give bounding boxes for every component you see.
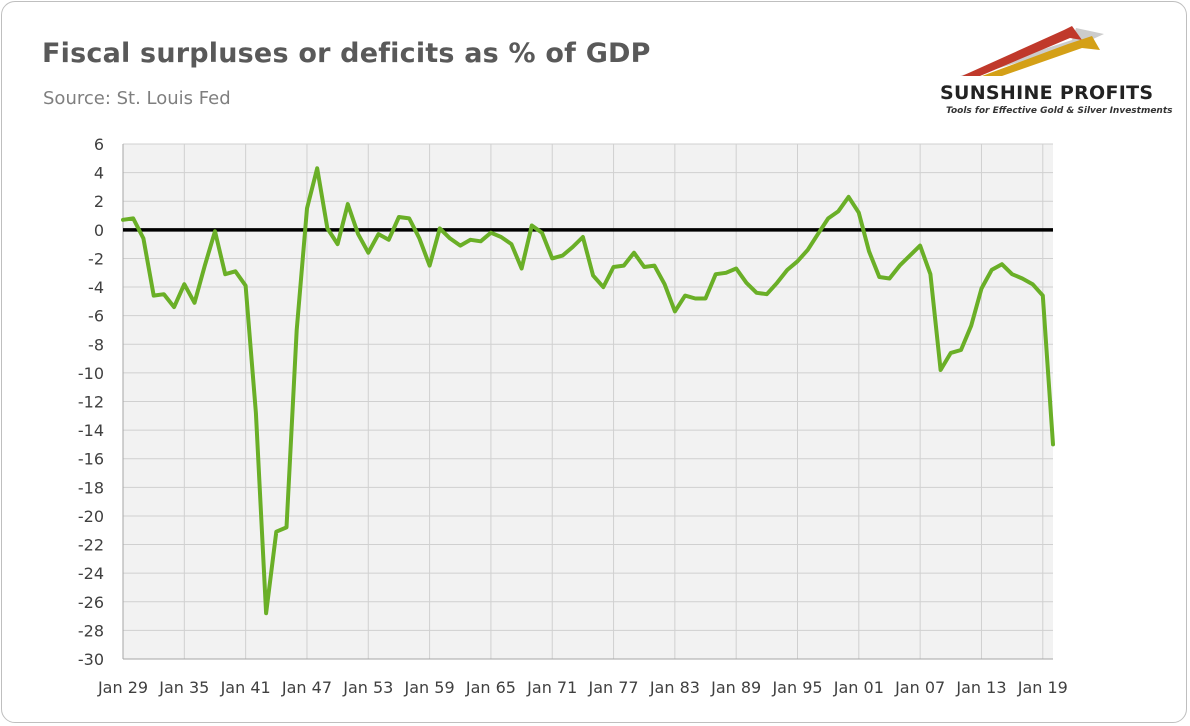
x-tick-label: Jan 13	[955, 678, 1006, 697]
y-tick-label: 0	[94, 221, 104, 240]
x-tick-label: Jan 53	[342, 678, 393, 697]
y-tick-label: 2	[94, 192, 104, 211]
x-tick-label: Jan 83	[649, 678, 700, 697]
x-tick-label: Jan 95	[771, 678, 822, 697]
y-tick-label: -20	[78, 507, 104, 526]
y-tick-label: -24	[78, 564, 104, 583]
x-tick-label: Jan 59	[404, 678, 455, 697]
y-tick-label: -4	[88, 278, 104, 297]
y-tick-label: -10	[78, 364, 104, 383]
x-tick-label: Jan 71	[526, 678, 577, 697]
y-tick-label: -28	[78, 621, 104, 640]
x-tick-label: Jan 19	[1017, 678, 1068, 697]
x-tick-label: Jan 89	[710, 678, 761, 697]
chart-subtitle: Source: St. Louis Fed	[43, 88, 231, 109]
chart-title: Fiscal surpluses or deficits as % of GDP	[42, 38, 651, 69]
y-tick-label: 6	[94, 135, 104, 154]
y-tick-label: 4	[94, 164, 104, 183]
logo-brand-name: SUNSHINE PROFITS	[940, 82, 1154, 104]
x-tick-label: Jan 77	[587, 678, 638, 697]
y-tick-label: -26	[78, 593, 104, 612]
series-line-deficit	[121, 166, 1055, 616]
y-tick-label: -30	[78, 650, 104, 669]
y-tick-label: -6	[88, 307, 104, 326]
y-tick-label: -8	[88, 335, 104, 354]
y-tick-label: -18	[78, 478, 104, 497]
sunshine-profits-logo-icon	[960, 26, 1104, 76]
y-tick-label: -22	[78, 536, 104, 555]
x-tick-label: Jan 65	[465, 678, 516, 697]
x-tick-label: Jan 47	[281, 678, 332, 697]
x-tick-label: Jan 29	[97, 678, 148, 697]
y-tick-label: -2	[88, 249, 104, 268]
y-tick-label: -14	[78, 421, 104, 440]
x-tick-label: Jan 07	[894, 678, 945, 697]
logo-tagline: Tools for Effective Gold & Silver Invest…	[946, 106, 1173, 116]
x-tick-label: Jan 41	[220, 678, 271, 697]
y-tick-label: -16	[78, 450, 104, 469]
y-tick-label: -12	[78, 393, 104, 412]
x-tick-label: Jan 01	[833, 678, 884, 697]
x-tick-label: Jan 35	[158, 678, 209, 697]
